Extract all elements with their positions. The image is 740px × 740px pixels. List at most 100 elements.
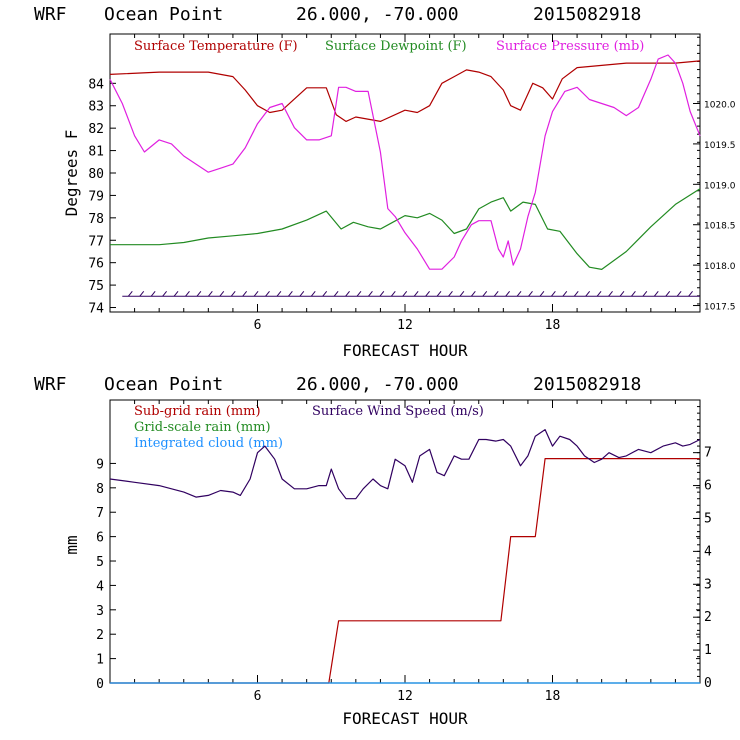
wind-barb	[596, 290, 602, 297]
wind-barb	[185, 290, 190, 297]
wind-barb	[162, 290, 167, 297]
wind-barb	[482, 290, 488, 297]
y-tick-label-left: 81	[88, 145, 104, 160]
wind-barb	[619, 290, 625, 297]
y-tick-label-right: 1017.5	[704, 303, 736, 313]
y-tick-label-left: 76	[88, 257, 104, 272]
wind-barb	[608, 290, 613, 297]
panel-1-location: Ocean Point	[104, 4, 223, 25]
legend-cloud: Integrated cloud (mm)	[134, 436, 283, 451]
series-line-surface-pressure-mb	[109, 54, 701, 270]
wind-barb	[379, 290, 385, 297]
panel-1-series	[109, 54, 701, 297]
y-tick-label-right: 1018.0	[704, 262, 736, 272]
wind-barb	[287, 290, 293, 297]
y-tick-label-right: 2	[704, 610, 712, 625]
y-tick-label-left: 78	[88, 212, 104, 227]
x-tick-label: 12	[397, 318, 413, 333]
wind-barb	[276, 290, 282, 297]
y-tick-label-left: 5	[96, 555, 104, 570]
wind-barb	[573, 290, 579, 297]
y-tick-label-right: 7	[704, 446, 712, 461]
y-tick-label-left: 77	[88, 234, 104, 249]
wind-barb	[631, 290, 636, 297]
panel-2-run: 2015082918	[533, 374, 641, 395]
x-axis-title-2: FORECAST HOUR	[342, 709, 468, 728]
panel-temperature: WRF Ocean Point 26.000, -70.000 20150829…	[34, 4, 736, 360]
legend-grid-rain: Grid-scale rain (mm)	[134, 420, 271, 435]
wind-barb	[413, 290, 419, 297]
wind-barb	[390, 290, 396, 297]
series-line-surface-wind-speed-m-s	[109, 429, 701, 500]
legend-subgrid-rain: Sub-grid rain (mm)	[134, 404, 261, 419]
panel-1-coords: 26.000, -70.000	[296, 4, 459, 25]
wind-barb	[310, 290, 316, 297]
wind-barb	[402, 290, 408, 297]
y-tick-label-left: 4	[96, 579, 104, 594]
legend-wind-speed: Surface Wind Speed (m/s)	[312, 404, 484, 419]
y-tick-label-right: 1018.5	[704, 222, 736, 232]
y-tick-label-right: 1	[704, 643, 712, 658]
x-tick-label: 6	[254, 318, 262, 333]
y-tick-label-right: 4	[704, 544, 712, 559]
x-tick-label: 6	[254, 689, 262, 704]
wind-barb	[459, 290, 465, 297]
x-tick-label: 12	[397, 689, 413, 704]
wind-barb	[242, 290, 248, 297]
x-tick-label: 18	[545, 689, 561, 704]
y-tick-label-left: 74	[88, 302, 104, 317]
wind-barb	[425, 290, 430, 297]
wind-barb	[528, 290, 533, 297]
wind-barb	[642, 290, 648, 297]
y-tick-label-right: 0	[704, 676, 712, 691]
wind-barb	[516, 290, 522, 297]
wind-barb	[368, 290, 373, 297]
y-tick-label-right: 5	[704, 511, 712, 526]
y-axis-title-2: mm	[62, 535, 81, 554]
wind-barb	[539, 290, 545, 297]
wind-barb	[448, 290, 453, 297]
series-line-surface-dewpoint-f	[110, 188, 701, 270]
wind-barb	[665, 290, 671, 297]
panel-1-ticks: 6 12 18 74 75 76 77 78 79 80 81 82 83 84 1017.5 1018.0 1…	[88, 34, 736, 333]
wind-barb	[505, 290, 511, 297]
y-tick-label-right: 1019.0	[704, 181, 736, 191]
y-tick-label-right: 1020.0	[704, 101, 736, 111]
y-tick-label-left: 82	[88, 122, 104, 137]
wind-barb	[653, 290, 659, 297]
y-tick-label-left: 2	[96, 628, 104, 643]
y-tick-label-left: 0	[96, 677, 104, 692]
wind-barb	[299, 290, 305, 297]
wind-barb	[150, 290, 156, 297]
series-line-sub-grid-rain-mm	[110, 458, 700, 684]
wind-barb	[230, 290, 236, 297]
y-tick-label-left: 83	[88, 100, 104, 115]
wind-barb	[345, 290, 350, 297]
legend-temperature: Surface Temperature (F)	[134, 39, 298, 54]
y-tick-label-left: 8	[96, 482, 104, 497]
y-tick-label-left: 80	[88, 167, 104, 182]
y-tick-label-left: 7	[96, 506, 104, 521]
wind-barb	[207, 290, 213, 297]
panel-2-series	[109, 429, 701, 684]
wind-barb	[688, 290, 693, 297]
wind-barb	[196, 290, 202, 297]
wind-barb	[173, 290, 179, 297]
wind-barb	[550, 290, 556, 297]
wind-barb	[356, 290, 362, 297]
y-tick-label-right: 3	[704, 577, 712, 592]
y-tick-label-left: 79	[88, 189, 104, 204]
legend-dewpoint: Surface Dewpoint (F)	[325, 39, 467, 54]
wind-barb	[253, 290, 259, 297]
series-line-surface-temperature-f	[109, 60, 701, 123]
wind-barb	[493, 290, 499, 297]
wind-barb	[219, 290, 225, 297]
panel-precipitation: WRF Ocean Point 26.000, -70.000 20150829…	[34, 374, 712, 728]
y-axis-title-1: Degrees F	[62, 130, 81, 217]
y-tick-label-left: 3	[96, 604, 104, 619]
wind-barb	[470, 290, 476, 297]
y-tick-label-right: 6	[704, 479, 712, 494]
wind-barb	[127, 290, 133, 297]
